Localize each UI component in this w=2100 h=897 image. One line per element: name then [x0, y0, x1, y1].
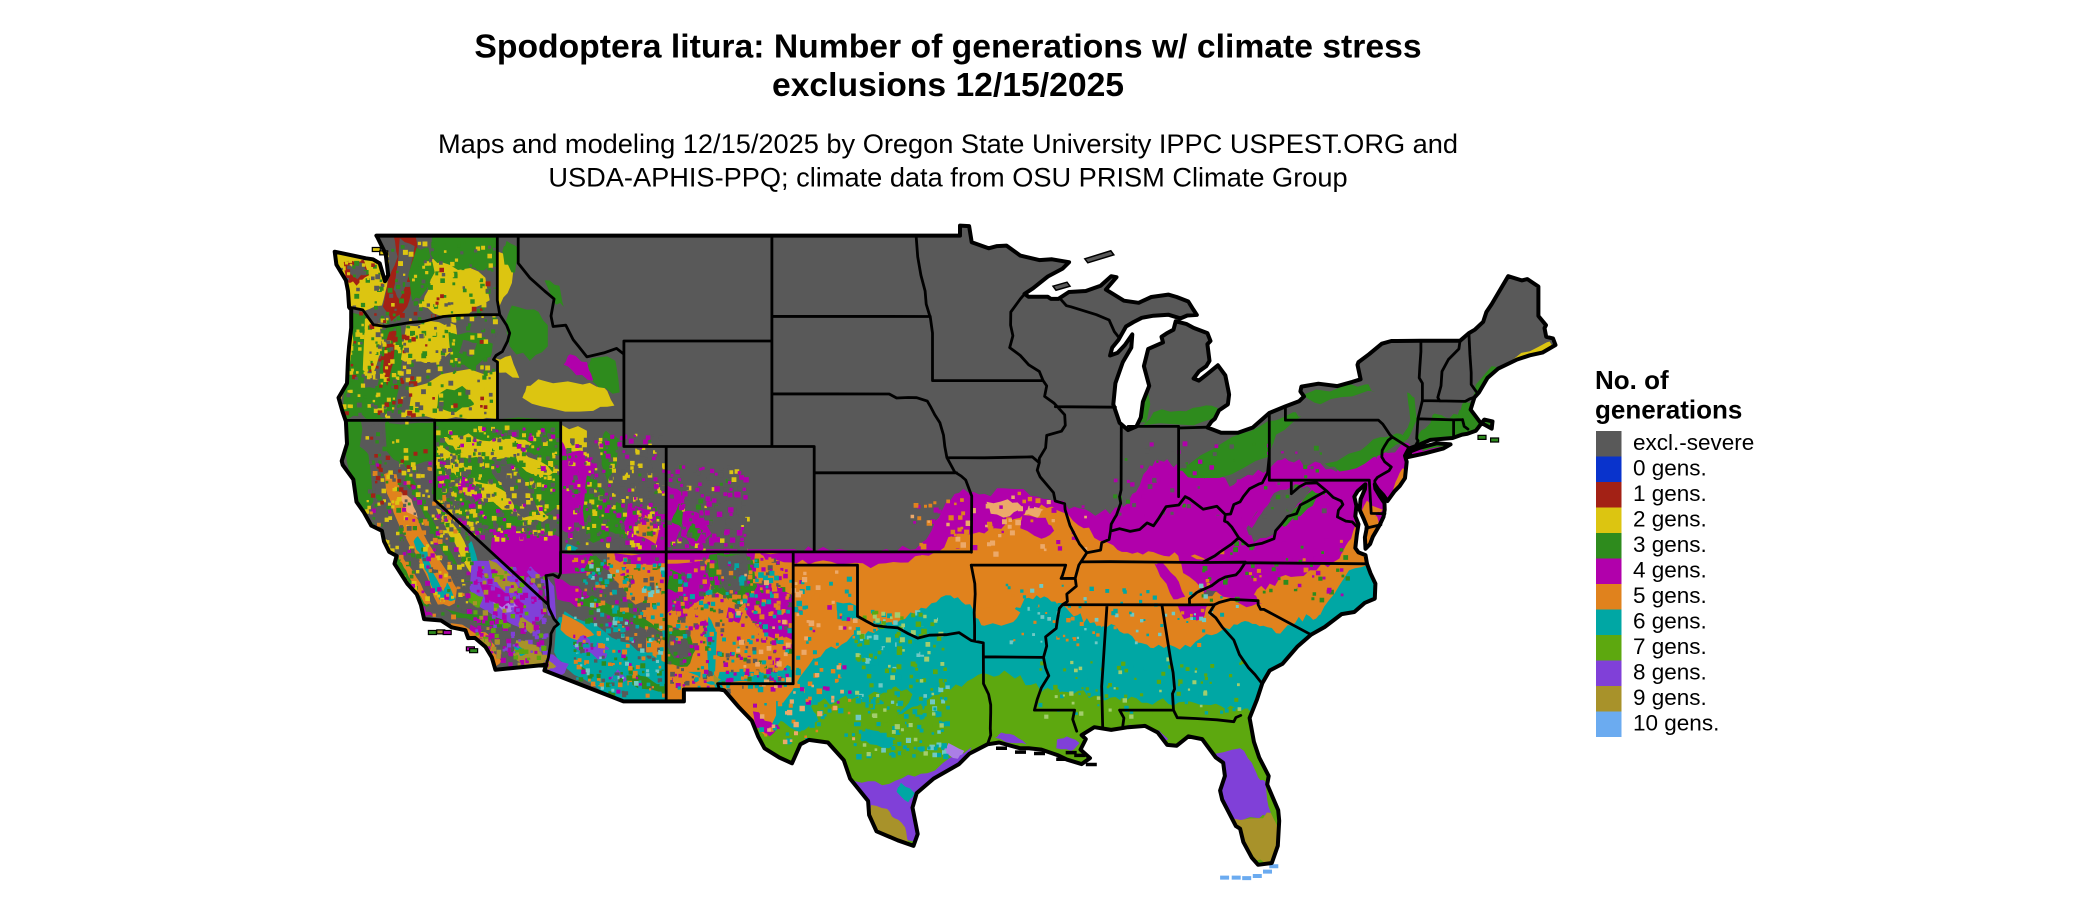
svg-text:7 gens.: 7 gens.: [1633, 634, 1707, 659]
svg-text:9 gens.: 9 gens.: [1633, 685, 1707, 710]
svg-text:8 gens.: 8 gens.: [1633, 660, 1707, 685]
svg-text:No. of: No. of: [1595, 365, 1669, 395]
svg-text:1 gens.: 1 gens.: [1633, 481, 1707, 506]
svg-text:Spodoptera litura: Number of g: Spodoptera litura: Number of generations…: [474, 28, 1421, 66]
svg-text:USDA-APHIS-PPQ; climate data f: USDA-APHIS-PPQ; climate data from OSU PR…: [548, 162, 1347, 193]
svg-text:3 gens.: 3 gens.: [1633, 532, 1707, 557]
svg-text:excl.-severe: excl.-severe: [1633, 430, 1754, 455]
svg-text:0 gens.: 0 gens.: [1633, 456, 1707, 481]
svg-text:generations: generations: [1595, 395, 1742, 425]
svg-text:4 gens.: 4 gens.: [1633, 558, 1707, 583]
svg-text:5 gens.: 5 gens.: [1633, 583, 1707, 608]
svg-text:exclusions 12/15/2025: exclusions 12/15/2025: [772, 66, 1124, 104]
svg-text:2 gens.: 2 gens.: [1633, 507, 1707, 532]
svg-text:10 gens.: 10 gens.: [1633, 711, 1719, 736]
svg-text:Maps and modeling 12/15/2025 b: Maps and modeling 12/15/2025 by Oregon S…: [438, 128, 1458, 159]
svg-text:6 gens.: 6 gens.: [1633, 609, 1707, 634]
